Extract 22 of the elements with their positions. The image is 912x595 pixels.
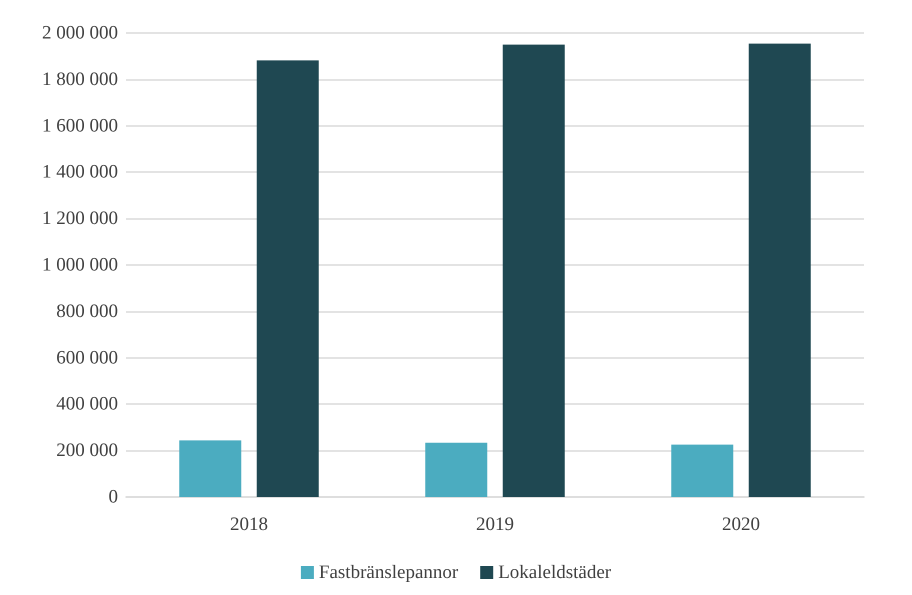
bar xyxy=(671,444,734,497)
x-tick-label: 2020 xyxy=(722,514,760,535)
y-tick-label: 1 200 000 xyxy=(42,208,118,230)
bar xyxy=(256,60,319,497)
y-tick-label: 1 800 000 xyxy=(42,68,118,90)
y-tick-label: 1 000 000 xyxy=(42,254,118,276)
bar xyxy=(425,442,488,497)
legend-label: Lokaleldstäder xyxy=(498,562,612,583)
legend-label: Fastbränslepannor xyxy=(318,562,459,583)
y-tick-label: 200 000 xyxy=(56,440,118,462)
bar xyxy=(179,440,242,497)
y-tick-label: 600 000 xyxy=(56,347,118,368)
x-tick-label: 2019 xyxy=(476,514,514,535)
y-tick-label: 400 000 xyxy=(56,394,118,415)
y-tick-label: 2 000 000 xyxy=(42,22,118,44)
y-tick-label: 800 000 xyxy=(56,300,118,322)
bar xyxy=(502,44,565,497)
x-tick-label: 2018 xyxy=(230,514,268,535)
y-tick-label: 1 400 000 xyxy=(42,162,118,183)
bar xyxy=(748,44,811,497)
y-tick-label: 0 xyxy=(108,486,118,508)
y-tick-label: 1 600 000 xyxy=(42,115,118,136)
